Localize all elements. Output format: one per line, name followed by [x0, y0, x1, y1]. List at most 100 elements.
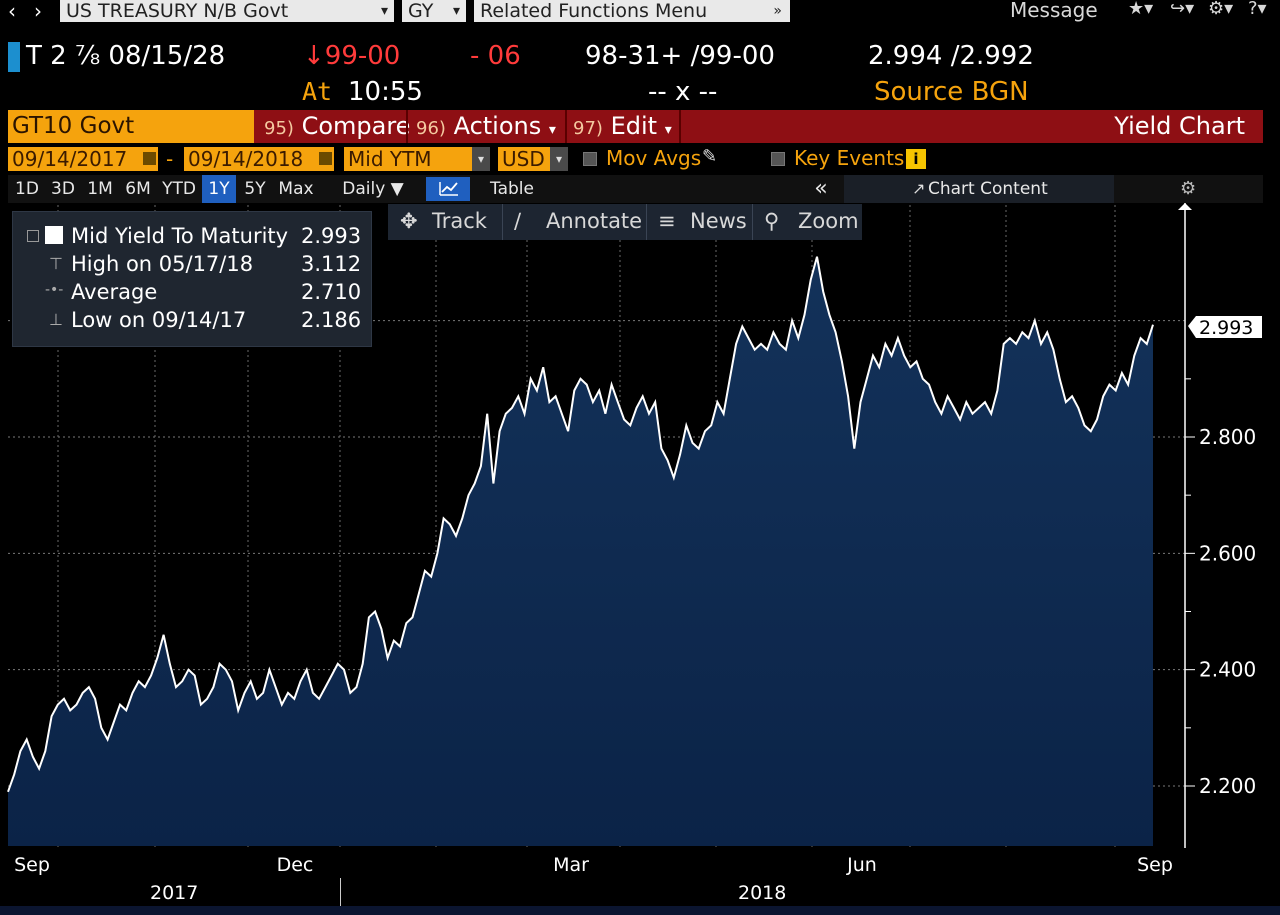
- zoom-icon[interactable]: ⚲: [764, 209, 780, 233]
- collapse-button[interactable]: «: [814, 176, 828, 201]
- related-functions-menu[interactable]: Related Functions Menu »: [474, 0, 790, 22]
- start-date-field[interactable]: 09/14/2017: [8, 147, 158, 171]
- y-tick-label: 2.200: [1199, 774, 1256, 798]
- edit-number: 97): [573, 118, 603, 139]
- page-title: Yield Chart: [1114, 112, 1245, 140]
- divider: [752, 204, 753, 240]
- security-command-box[interactable]: US TREASURY N/B Govt ▾: [60, 0, 394, 22]
- low-marker-icon: ⊥: [49, 310, 63, 329]
- legend-value-high: 3.112: [301, 252, 362, 276]
- chart-content-panel[interactable]: ↗ Chart Content: [844, 175, 1114, 203]
- back-arrow-icon[interactable]: ‹: [8, 0, 16, 23]
- x-tick-label: Mar: [553, 854, 589, 876]
- year-label-2018: 2018: [738, 882, 787, 904]
- function-row: GT10 Govt 95) Compare 96) Actions ▾ 97) …: [8, 110, 1263, 143]
- key-events-checkbox[interactable]: [771, 152, 785, 166]
- security-field[interactable]: GT10 Govt: [8, 110, 254, 143]
- currency-value: USD: [502, 147, 545, 171]
- dropdown-icon[interactable]: ▾: [550, 147, 568, 171]
- bottom-scroll-bar[interactable]: [0, 906, 1280, 915]
- range-button-5y[interactable]: 5Y: [244, 179, 266, 199]
- zoom-button[interactable]: Zoom: [798, 209, 859, 233]
- collapse-legend-icon[interactable]: [27, 230, 39, 242]
- periodicity-selector[interactable]: Daily ▼: [342, 179, 404, 199]
- pricing-source: Source BGN: [874, 77, 1029, 107]
- key-events-label[interactable]: Key Events: [794, 146, 905, 170]
- edit-button[interactable]: 97) Edit ▾: [573, 110, 683, 143]
- range-toolbar: 1D 3D 1M 6M YTD 1Y 5Y Max Daily ▼ Table « ↗ Cha…: [8, 175, 1263, 203]
- actions-button[interactable]: 96) Actions ▾: [416, 110, 566, 143]
- function-command-text: GY: [408, 0, 434, 22]
- function-command-box[interactable]: GY ▾: [402, 0, 466, 22]
- actions-label: Actions: [453, 112, 542, 140]
- legend-label-mid-yield: Mid Yield To Maturity: [71, 224, 289, 248]
- pencil-icon[interactable]: ✎: [702, 146, 718, 167]
- y-tick-label: 2.600: [1199, 541, 1256, 565]
- field-selector[interactable]: Mid YTM ▾: [344, 147, 490, 171]
- range-button-3d[interactable]: 3D: [51, 179, 75, 199]
- export-icon[interactable]: ↪▾: [1170, 0, 1195, 19]
- year-separator: [0, 876, 1280, 878]
- currency-selector[interactable]: USD ▾: [498, 147, 568, 171]
- quote-size: -- x --: [648, 77, 718, 107]
- quote-time: 10:55: [348, 77, 423, 107]
- price-change: - 06: [470, 41, 521, 71]
- news-icon[interactable]: ≡: [658, 209, 676, 233]
- x-tick-label: Jun: [846, 854, 877, 876]
- high-marker-icon: ⊤: [49, 254, 63, 273]
- range-button-1y[interactable]: 1Y: [202, 175, 236, 203]
- annotate-button[interactable]: Annotate: [546, 209, 643, 233]
- average-marker-icon: -•-: [45, 282, 64, 298]
- mov-avgs-label[interactable]: Mov Avgs: [606, 146, 702, 170]
- range-button-1m[interactable]: 1M: [87, 179, 113, 199]
- dropdown-icon: ▾: [664, 122, 672, 138]
- crosshair-icon[interactable]: ✥: [400, 209, 418, 233]
- range-button-max[interactable]: Max: [278, 179, 314, 199]
- gear-icon[interactable]: ⚙▾: [1208, 0, 1234, 19]
- star-icon[interactable]: ★▾: [1128, 0, 1154, 19]
- y-tick-label: 2.400: [1199, 658, 1256, 682]
- legend-value-mid-yield: 2.993: [301, 224, 362, 248]
- track-button[interactable]: Track: [432, 209, 487, 233]
- table-view-button[interactable]: Table: [490, 179, 534, 199]
- year-label-2017: 2017: [150, 882, 199, 904]
- dropdown-icon[interactable]: ▾: [472, 147, 490, 171]
- y-axis-arrow: [1178, 203, 1192, 210]
- help-icon[interactable]: ?▾: [1248, 0, 1267, 19]
- settings-gear-icon[interactable]: ⚙: [1180, 178, 1197, 199]
- divider: [646, 204, 647, 240]
- mov-avgs-checkbox[interactable]: [583, 152, 597, 166]
- pencil-icon[interactable]: ∕: [514, 209, 522, 233]
- message-link[interactable]: Message: [1010, 0, 1098, 22]
- calendar-icon[interactable]: [143, 152, 156, 165]
- compare-label: Compare: [301, 112, 411, 140]
- chart-content-icon: ↗: [912, 179, 926, 198]
- range-button-6m[interactable]: 6M: [125, 179, 151, 199]
- chart-legend[interactable]: Mid Yield To Maturity 2.993 ⊤ High on 05…: [12, 211, 372, 347]
- yield-line: [7, 256, 1154, 793]
- chart-view-button[interactable]: [426, 177, 470, 201]
- divider: [406, 110, 408, 143]
- compare-button[interactable]: 95) Compare: [264, 110, 410, 143]
- x-tick-label: Sep: [14, 854, 50, 876]
- legend-value-average: 2.710: [301, 280, 362, 304]
- dropdown-icon[interactable]: ▾: [380, 3, 388, 19]
- series-color-swatch: [45, 226, 63, 244]
- dropdown-icon[interactable]: ▾: [452, 3, 460, 19]
- divider: [565, 110, 567, 143]
- date-range-dash: -: [166, 147, 174, 171]
- yield-area: [8, 256, 1153, 846]
- range-button-ytd[interactable]: YTD: [162, 179, 196, 199]
- range-button-1d[interactable]: 1D: [15, 179, 39, 199]
- line-chart-icon: [439, 182, 458, 196]
- news-button[interactable]: News: [690, 209, 747, 233]
- calendar-icon[interactable]: [319, 152, 332, 165]
- security-command-text: US TREASURY N/B Govt: [66, 0, 289, 22]
- info-icon[interactable]: i: [906, 149, 926, 169]
- last-price: ↓99-00: [303, 41, 401, 71]
- last-value-label: 2.993: [1199, 317, 1253, 339]
- end-date-field[interactable]: 09/14/2018: [184, 147, 334, 171]
- double-chevron-icon[interactable]: »: [773, 3, 782, 19]
- forward-arrow-icon[interactable]: ›: [34, 0, 42, 23]
